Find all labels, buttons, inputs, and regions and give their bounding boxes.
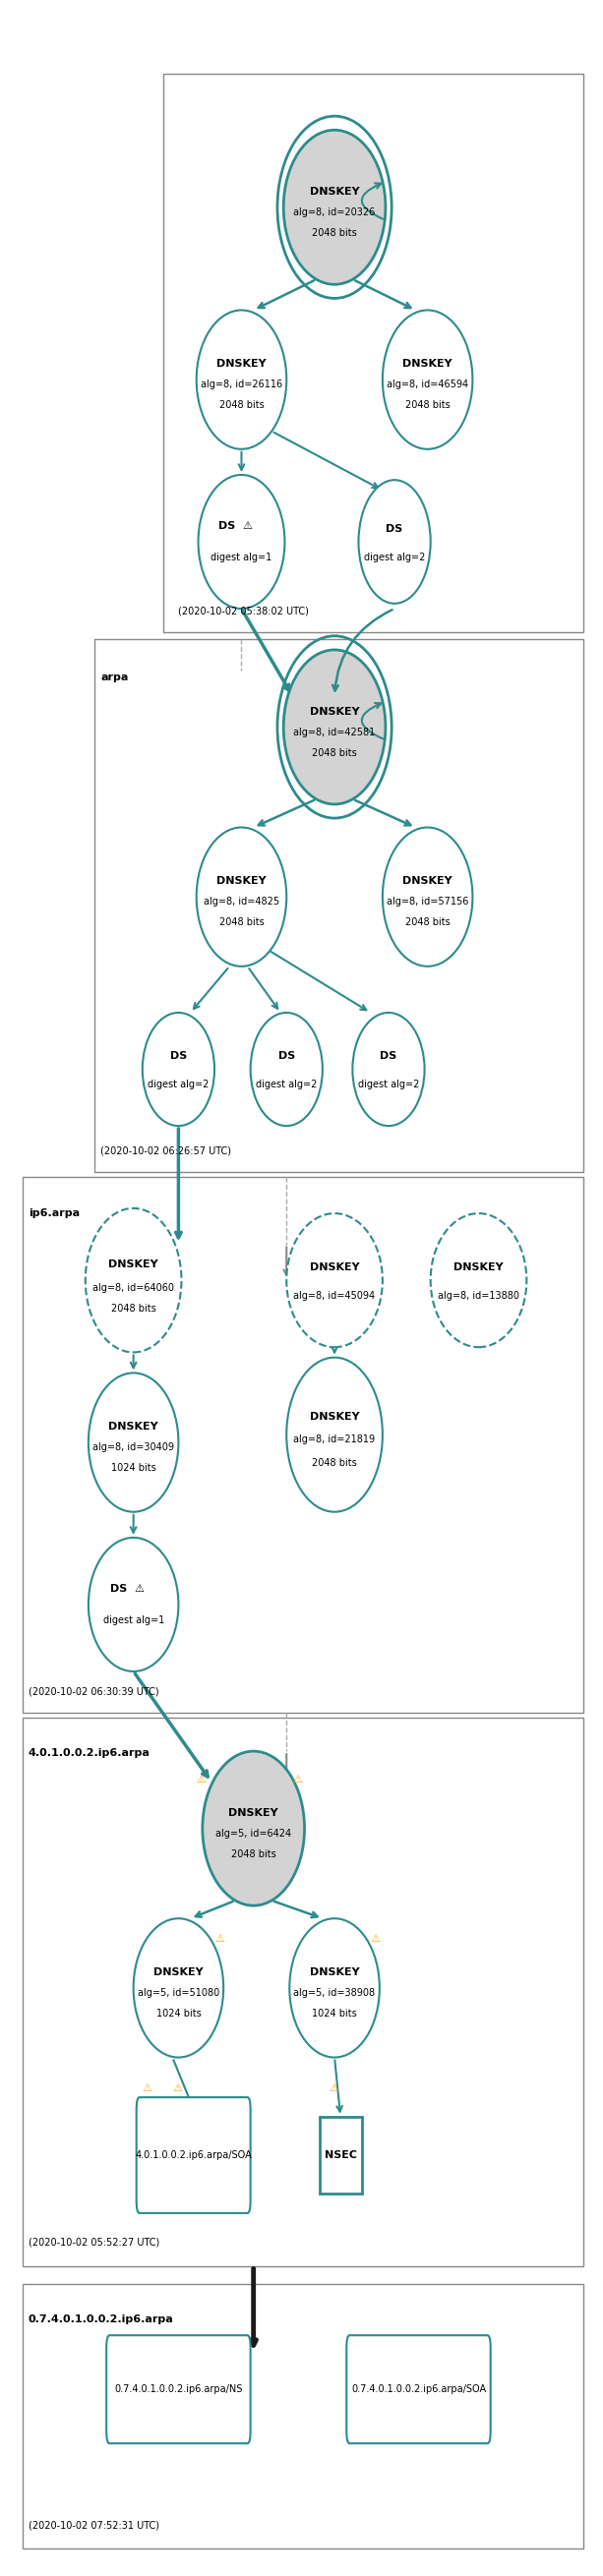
Text: DS: DS: [278, 1051, 295, 1061]
Text: (2020-10-02 05:52:27 UTC): (2020-10-02 05:52:27 UTC): [28, 2239, 159, 2246]
Text: ⚠: ⚠: [370, 1935, 380, 1942]
Text: ⚠: ⚠: [142, 2084, 153, 2092]
Ellipse shape: [283, 129, 385, 283]
Text: 2048 bits: 2048 bits: [111, 1303, 156, 1314]
Text: alg=8, id=21819: alg=8, id=21819: [294, 1435, 376, 1445]
Ellipse shape: [286, 1213, 382, 1347]
Ellipse shape: [197, 827, 286, 966]
Text: 2048 bits: 2048 bits: [312, 229, 357, 237]
Text: 2048 bits: 2048 bits: [405, 917, 450, 927]
Ellipse shape: [203, 1752, 305, 1906]
Text: (2020-10-02 06:26:57 UTC): (2020-10-02 06:26:57 UTC): [101, 1146, 231, 1157]
Ellipse shape: [89, 1538, 178, 1672]
Ellipse shape: [250, 1012, 323, 1126]
Text: alg=8, id=42581: alg=8, id=42581: [294, 726, 376, 737]
FancyBboxPatch shape: [320, 2117, 362, 2195]
Text: DNSKEY: DNSKEY: [309, 1262, 359, 1273]
Text: DNSKEY: DNSKEY: [309, 706, 359, 716]
Text: alg=8, id=46594: alg=8, id=46594: [387, 379, 469, 389]
Text: alg=8, id=64060: alg=8, id=64060: [93, 1283, 174, 1293]
Text: digest alg=2: digest alg=2: [358, 1079, 419, 1090]
Text: 0.7.4.0.1.0.0.2.ip6.arpa: 0.7.4.0.1.0.0.2.ip6.arpa: [28, 2316, 174, 2324]
Text: 1024 bits: 1024 bits: [156, 2009, 201, 2020]
Ellipse shape: [382, 309, 473, 448]
Text: (2020-10-02 07:52:31 UTC): (2020-10-02 07:52:31 UTC): [28, 2519, 159, 2530]
Text: DNSKEY: DNSKEY: [109, 1422, 159, 1432]
Text: DNSKEY: DNSKEY: [309, 1412, 359, 1422]
Ellipse shape: [89, 1373, 178, 1512]
Text: 4.0.1.0.0.2.ip6.arpa/SOA: 4.0.1.0.0.2.ip6.arpa/SOA: [135, 2151, 252, 2161]
Text: DNSKEY: DNSKEY: [109, 1260, 159, 1270]
Text: DNSKEY: DNSKEY: [453, 1262, 504, 1273]
Text: alg=8, id=4825: alg=8, id=4825: [204, 896, 279, 907]
Text: alg=5, id=51080: alg=5, id=51080: [137, 1989, 219, 1999]
Text: ⚠: ⚠: [329, 2084, 338, 2092]
Ellipse shape: [142, 1012, 215, 1126]
Text: ⚠: ⚠: [197, 1775, 206, 1785]
FancyBboxPatch shape: [136, 2097, 250, 2213]
Text: alg=8, id=30409: alg=8, id=30409: [93, 1443, 174, 1453]
Text: digest alg=2: digest alg=2: [148, 1079, 209, 1090]
Text: alg=5, id=38908: alg=5, id=38908: [294, 1989, 376, 1999]
Ellipse shape: [431, 1213, 526, 1347]
Text: DNSKEY: DNSKEY: [403, 876, 452, 886]
Text: DNSKEY: DNSKEY: [229, 1808, 279, 1819]
Text: DS  ⚠: DS ⚠: [218, 520, 253, 531]
Text: ⚠: ⚠: [215, 1935, 224, 1942]
Text: NSEC: NSEC: [324, 2151, 357, 2161]
Text: DS: DS: [380, 1051, 397, 1061]
Text: DS: DS: [170, 1051, 187, 1061]
Ellipse shape: [197, 309, 286, 448]
Text: 2048 bits: 2048 bits: [219, 399, 264, 410]
Ellipse shape: [289, 1919, 379, 2058]
Text: alg=8, id=57156: alg=8, id=57156: [387, 896, 469, 907]
Text: 2048 bits: 2048 bits: [405, 399, 450, 410]
Text: arpa: arpa: [101, 672, 128, 683]
Text: DNSKEY: DNSKEY: [403, 358, 452, 368]
Text: DS  ⚠: DS ⚠: [110, 1584, 145, 1595]
FancyBboxPatch shape: [347, 2336, 491, 2445]
Text: digest alg=2: digest alg=2: [256, 1079, 317, 1090]
Text: DS: DS: [386, 523, 403, 533]
Text: 0.7.4.0.1.0.0.2.ip6.arpa/NS: 0.7.4.0.1.0.0.2.ip6.arpa/NS: [115, 2385, 242, 2393]
Text: ⚠: ⚠: [292, 1775, 302, 1785]
Text: 2048 bits: 2048 bits: [312, 747, 357, 757]
Text: 1024 bits: 1024 bits: [111, 1463, 156, 1473]
Text: DNSKEY: DNSKEY: [216, 876, 267, 886]
Text: digest alg=2: digest alg=2: [364, 551, 425, 562]
Text: 2048 bits: 2048 bits: [312, 1458, 357, 1468]
Ellipse shape: [353, 1012, 425, 1126]
Text: alg=8, id=26116: alg=8, id=26116: [201, 379, 282, 389]
Ellipse shape: [286, 1358, 382, 1512]
FancyBboxPatch shape: [106, 2336, 250, 2445]
Ellipse shape: [359, 479, 431, 603]
Text: (2020-10-02 05:38:02 UTC): (2020-10-02 05:38:02 UTC): [178, 605, 309, 616]
Text: 2048 bits: 2048 bits: [219, 917, 264, 927]
Text: alg=8, id=45094: alg=8, id=45094: [294, 1291, 376, 1301]
Text: DNSKEY: DNSKEY: [309, 1968, 359, 1978]
Text: 4.0.1.0.0.2.ip6.arpa: 4.0.1.0.0.2.ip6.arpa: [28, 1749, 150, 1759]
Text: DNSKEY: DNSKEY: [309, 188, 359, 196]
Text: 2048 bits: 2048 bits: [231, 1850, 276, 1860]
Ellipse shape: [198, 474, 285, 608]
Ellipse shape: [382, 827, 473, 966]
Text: alg=8, id=13880: alg=8, id=13880: [438, 1291, 519, 1301]
Ellipse shape: [283, 649, 385, 804]
Text: DNSKEY: DNSKEY: [154, 1968, 203, 1978]
Text: alg=5, id=6424: alg=5, id=6424: [215, 1829, 291, 1839]
Text: (2020-10-02 06:30:39 UTC): (2020-10-02 06:30:39 UTC): [28, 1687, 159, 1698]
Ellipse shape: [133, 1919, 224, 2058]
Ellipse shape: [86, 1208, 182, 1352]
Text: ip6.arpa: ip6.arpa: [28, 1208, 80, 1218]
Text: digest alg=1: digest alg=1: [211, 551, 272, 562]
Text: alg=8, id=20326: alg=8, id=20326: [294, 209, 376, 216]
Text: 0.7.4.0.1.0.0.2.ip6.arpa/SOA: 0.7.4.0.1.0.0.2.ip6.arpa/SOA: [351, 2385, 486, 2393]
Text: DNSKEY: DNSKEY: [216, 358, 267, 368]
Text: ⚠: ⚠: [172, 2084, 182, 2092]
Text: 1024 bits: 1024 bits: [312, 2009, 357, 2020]
Text: digest alg=1: digest alg=1: [103, 1615, 164, 1625]
